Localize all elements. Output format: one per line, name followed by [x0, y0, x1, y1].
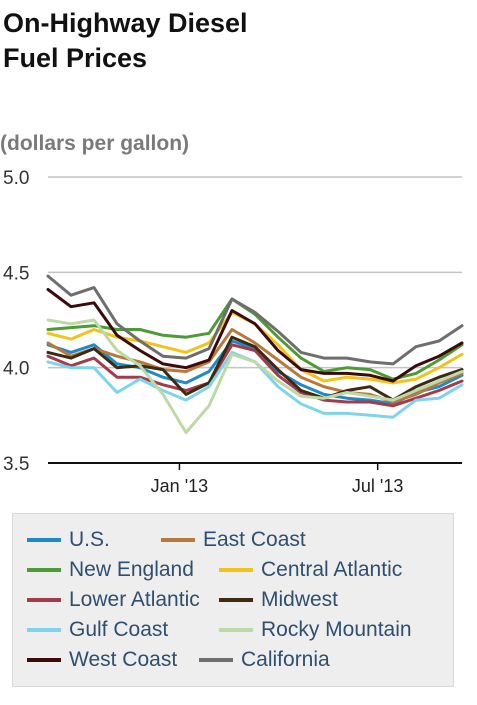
legend-item: U.S. [27, 528, 110, 552]
legend-item: Central Atlantic [219, 558, 402, 582]
legend-item: New England [27, 558, 194, 582]
y-tick-label: 4.0 [3, 359, 29, 380]
legend-label: California [241, 648, 330, 671]
legend-swatch [161, 538, 195, 542]
series-line-west-coast [46, 288, 464, 383]
y-tick-label: 5.0 [3, 168, 29, 189]
legend-item: California [199, 648, 330, 672]
x-tick-label: Jan '13 [151, 476, 208, 496]
legend-label: West Coast [69, 648, 178, 671]
legend-swatch [219, 568, 253, 572]
legend-item: Midwest [219, 588, 338, 612]
legend-item: Rocky Mountain [219, 618, 412, 642]
x-tick-label: Jul '13 [352, 476, 403, 496]
y-tick-labels: 3.5 4.0 4.5 5.0 [3, 168, 29, 475]
line-chart: 3.5 4.0 4.5 5.0 Jan '13 Jul '13 [3, 168, 464, 496]
legend-label: New England [69, 558, 194, 581]
y-axis-units-label: (dollars per gallon) [0, 132, 190, 155]
legend-swatch [27, 568, 61, 572]
series-line-rocky-mountain [46, 318, 464, 434]
chart-title: On-Highway Diesel Fuel Prices [3, 6, 473, 76]
legend-label: East Coast [203, 528, 306, 551]
legend-swatch [27, 598, 61, 602]
chart-title-line-2: Fuel Prices [3, 43, 148, 73]
series-lines [46, 274, 464, 434]
legend-label: U.S. [69, 528, 110, 551]
legend-label: Gulf Coast [69, 618, 169, 641]
legend-item: West Coast [27, 648, 177, 672]
legend-label: Midwest [261, 588, 339, 611]
legend-label: Central Atlantic [261, 558, 403, 581]
legend-swatch [27, 538, 61, 542]
legend-item: East Coast [161, 528, 306, 552]
series-line-east-coast [46, 328, 464, 404]
legend-swatch [219, 598, 253, 602]
x-axis: Jan '13 Jul '13 [48, 462, 462, 496]
legend-item: Lower Atlantic [27, 588, 200, 612]
legend-swatch [219, 628, 253, 632]
legend-label: Rocky Mountain [261, 618, 412, 641]
legend-swatch [27, 658, 61, 662]
series-line-lower-atlantic [46, 343, 464, 408]
legend-swatch [199, 658, 233, 662]
legend-label: Lower Atlantic [69, 588, 200, 611]
legend-swatch [27, 628, 61, 632]
legend: U.S. East Coast New England Central Atlanti… [12, 513, 454, 687]
series-line-midwest [46, 335, 464, 402]
y-tick-label: 3.5 [3, 454, 29, 475]
chart-title-line-1: On-Highway Diesel [3, 8, 248, 38]
series-line-california [46, 274, 464, 366]
legend-item: Gulf Coast [27, 618, 168, 642]
y-tick-label: 4.5 [3, 263, 29, 284]
